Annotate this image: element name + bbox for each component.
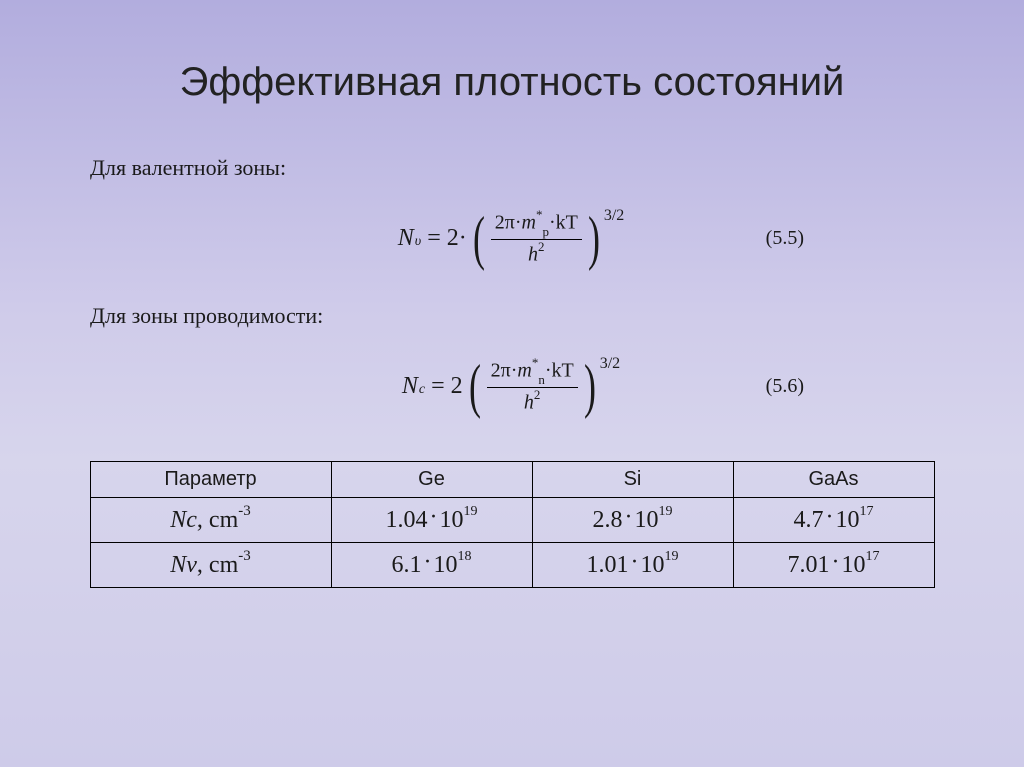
table-header-row: Параметр Ge Si GaAs — [90, 462, 934, 498]
nv-outer-exp: 3/2 — [604, 207, 624, 225]
row-nc-param: Nc, cm-3 — [90, 498, 331, 543]
cell-nc-gaas: 4.7·1017 — [733, 498, 934, 543]
formula-nc: Nc = 2 ( 2π·m*n·kT h2 ) 3/2 — [402, 356, 622, 416]
cell-nc-ge: 1.04·1019 — [331, 498, 532, 543]
nv-coeff: 2 — [447, 225, 459, 252]
table-body: Nc, cm-3 1.04·1019 2.8·1019 4.7·1017 Nv,… — [90, 498, 934, 588]
nc-lhs-symbol: N — [402, 373, 418, 400]
formula-nv-row: Nυ = 2· ( 2π·m*p·kT h2 ) 3/2 (5.5) — [50, 193, 974, 283]
equals-sign: = — [431, 373, 445, 400]
formula-nv: Nυ = 2· ( 2π·m*p·kT h2 ) 3/2 — [398, 208, 627, 268]
header-si: Si — [532, 462, 733, 498]
header-ge: Ge — [331, 462, 532, 498]
nc-paren-block: ( 2π·m*n·kT h2 ) — [465, 356, 600, 416]
nc-eq-number: (5.6) — [766, 375, 804, 398]
slide-title: Эффективная плотность состояний — [50, 60, 974, 105]
header-parameter: Параметр — [90, 462, 331, 498]
valence-band-label: Для валентной зоны: — [90, 155, 974, 181]
header-gaas: GaAs — [733, 462, 934, 498]
nc-fraction: 2π·m*n·kT h2 — [487, 358, 578, 414]
right-paren: ) — [588, 208, 600, 268]
row-nv-param: Nv, cm-3 — [90, 543, 331, 588]
equals-sign: = — [427, 225, 441, 252]
nc-numerator: 2π·m*n·kT — [487, 358, 578, 388]
nc-coeff: 2 — [451, 373, 463, 400]
nv-coeff-dot: · — [459, 225, 467, 252]
cell-nv-si: 1.01·1019 — [532, 543, 733, 588]
cell-nv-gaas: 7.01·1017 — [733, 543, 934, 588]
left-paren: ( — [469, 356, 481, 416]
table-head: Параметр Ge Si GaAs — [90, 462, 934, 498]
table-row: Nc, cm-3 1.04·1019 2.8·1019 4.7·1017 — [90, 498, 934, 543]
nv-lhs-sub: υ — [415, 234, 421, 250]
nv-fraction: 2π·m*p·kT h2 — [491, 210, 582, 266]
conduction-band-label: Для зоны проводимости: — [90, 303, 974, 329]
slide: Эффективная плотность состояний Для вале… — [0, 0, 1024, 767]
nv-denominator: h2 — [524, 240, 549, 266]
nc-denominator: h2 — [520, 388, 545, 414]
left-paren: ( — [473, 208, 485, 268]
cell-nv-ge: 6.1·1018 — [331, 543, 532, 588]
nv-numerator: 2π·m*p·kT — [491, 210, 582, 240]
right-paren: ) — [584, 356, 596, 416]
parameters-table: Параметр Ge Si GaAs Nc, cm-3 1.04·1019 2… — [90, 461, 935, 588]
table-row: Nv, cm-3 6.1·1018 1.01·1019 7.01·1017 — [90, 543, 934, 588]
nv-eq-number: (5.5) — [766, 227, 804, 250]
nc-outer-exp: 3/2 — [600, 355, 620, 373]
cell-nc-si: 2.8·1019 — [532, 498, 733, 543]
nc-lhs-sub: c — [419, 382, 425, 398]
nv-lhs-symbol: N — [398, 225, 414, 252]
formula-nc-row: Nc = 2 ( 2π·m*n·kT h2 ) 3/2 (5.6) — [50, 341, 974, 431]
nv-paren-block: ( 2π·m*p·kT h2 ) — [469, 208, 604, 268]
